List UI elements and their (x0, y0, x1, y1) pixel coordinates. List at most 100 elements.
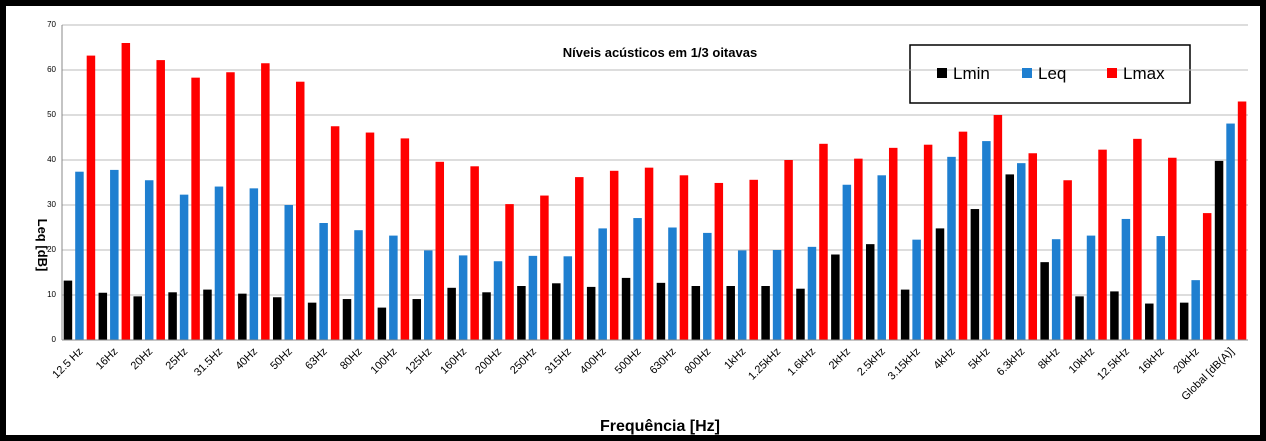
bar (877, 175, 886, 340)
bar (1237, 101, 1247, 340)
bar (400, 138, 410, 340)
legend-swatch (1107, 68, 1117, 78)
bar (563, 256, 573, 340)
bar (1202, 213, 1212, 340)
bar (1168, 157, 1177, 340)
bar (342, 299, 352, 340)
bar (1028, 153, 1038, 340)
bar (354, 230, 363, 340)
bar (621, 277, 631, 340)
bar (1191, 280, 1200, 340)
bar (447, 287, 456, 340)
bar (970, 209, 980, 340)
legend-box (909, 44, 1191, 104)
x-axis-title: Frequência [Hz] (600, 418, 720, 435)
bar (552, 283, 561, 340)
bar (819, 143, 828, 340)
bar (691, 286, 701, 340)
bar (377, 307, 387, 340)
bar (679, 175, 689, 340)
bar (703, 232, 712, 340)
bar (144, 180, 154, 340)
bar (1214, 160, 1224, 340)
bar (726, 286, 735, 340)
legend-label: Leq (1038, 64, 1066, 83)
y-tick-label: 50 (47, 110, 56, 119)
bar (1121, 218, 1131, 340)
bar (226, 72, 235, 340)
legend-label: Lmax (1123, 64, 1165, 83)
bar (75, 171, 84, 340)
bar (261, 63, 270, 340)
bar (319, 223, 328, 340)
bar (1156, 236, 1166, 340)
bar (63, 280, 73, 340)
bar (1145, 303, 1154, 340)
bar (737, 250, 747, 340)
bar (796, 288, 805, 340)
bar (772, 250, 782, 340)
bar (272, 297, 282, 340)
bar (133, 296, 142, 340)
legend-swatch (937, 68, 947, 78)
bar (714, 182, 724, 340)
bar (923, 144, 933, 340)
y-tick-label: 40 (47, 155, 56, 164)
bar (482, 292, 491, 340)
bar (238, 293, 247, 340)
y-tick-label: 60 (47, 65, 56, 74)
bar (947, 156, 956, 340)
bar (540, 195, 549, 340)
bar (365, 132, 375, 340)
bar (586, 286, 596, 340)
bar (668, 227, 677, 340)
bar (284, 205, 293, 340)
bar (1063, 180, 1072, 340)
bar (424, 250, 433, 340)
bar (1133, 138, 1142, 340)
y-tick-label: 70 (47, 20, 56, 29)
y-tick-label: 30 (47, 200, 56, 209)
bar (575, 177, 584, 340)
bar (912, 239, 921, 340)
chart-title: Níveis acústicos em 1/3 oitavas (563, 45, 757, 60)
bar (330, 126, 340, 340)
bar (854, 158, 863, 340)
y-tick-label: 0 (52, 335, 57, 344)
bar (458, 255, 468, 340)
legend-label: Lmin (953, 64, 990, 83)
bar (470, 166, 479, 340)
bar (1040, 262, 1049, 340)
bar (389, 235, 398, 340)
bar (156, 60, 165, 340)
bar (982, 141, 991, 340)
bar (993, 115, 1003, 340)
bar (784, 160, 793, 340)
legend-swatch (1022, 68, 1032, 78)
bar (179, 194, 189, 340)
bar (295, 81, 305, 340)
bar (1075, 296, 1084, 340)
bar (203, 289, 212, 340)
bar (412, 299, 422, 340)
bar (98, 292, 108, 340)
bar (958, 131, 968, 340)
bar (1110, 291, 1119, 340)
bar (435, 161, 445, 340)
bar (865, 244, 875, 340)
bar (644, 167, 654, 340)
bar (214, 186, 224, 340)
bar (528, 255, 538, 340)
bar (86, 55, 96, 340)
bar (121, 43, 131, 340)
bar (598, 228, 607, 340)
bar (656, 282, 666, 340)
bar (1226, 123, 1235, 340)
bar (191, 77, 200, 341)
bar (761, 286, 770, 340)
y-tick-label: 20 (47, 245, 56, 254)
bar (307, 302, 317, 340)
bar (935, 228, 945, 340)
bar (505, 204, 514, 340)
